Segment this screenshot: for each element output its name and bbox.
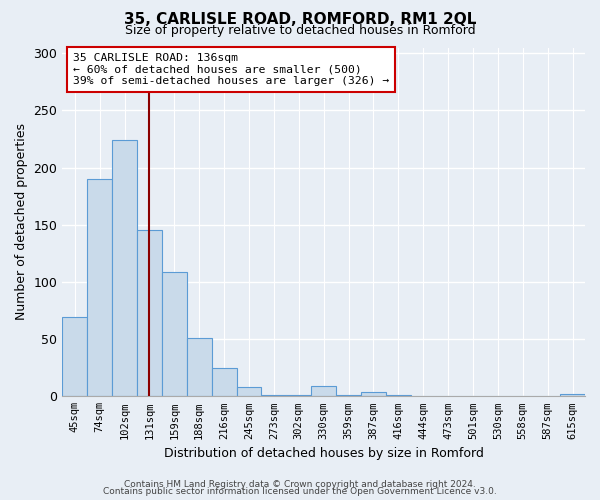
Text: 35 CARLISLE ROAD: 136sqm
← 60% of detached houses are smaller (500)
39% of semi-: 35 CARLISLE ROAD: 136sqm ← 60% of detach… <box>73 52 389 86</box>
Text: 35, CARLISLE ROAD, ROMFORD, RM1 2QL: 35, CARLISLE ROAD, ROMFORD, RM1 2QL <box>124 12 476 28</box>
Bar <box>87 179 112 396</box>
Bar <box>262 395 286 396</box>
Bar <box>311 386 336 396</box>
Y-axis label: Number of detached properties: Number of detached properties <box>15 124 28 320</box>
Bar <box>212 368 236 396</box>
Bar <box>236 387 262 396</box>
Bar <box>187 338 212 396</box>
Text: Size of property relative to detached houses in Romford: Size of property relative to detached ho… <box>125 24 475 37</box>
Bar <box>62 318 87 396</box>
Bar <box>137 230 162 396</box>
Bar <box>336 395 361 396</box>
Text: Contains HM Land Registry data © Crown copyright and database right 2024.: Contains HM Land Registry data © Crown c… <box>124 480 476 489</box>
Bar <box>112 140 137 396</box>
Text: Contains public sector information licensed under the Open Government Licence v3: Contains public sector information licen… <box>103 488 497 496</box>
X-axis label: Distribution of detached houses by size in Romford: Distribution of detached houses by size … <box>164 447 484 460</box>
Bar <box>286 395 311 396</box>
Bar <box>386 395 411 396</box>
Bar <box>361 392 386 396</box>
Bar <box>162 272 187 396</box>
Bar <box>560 394 585 396</box>
